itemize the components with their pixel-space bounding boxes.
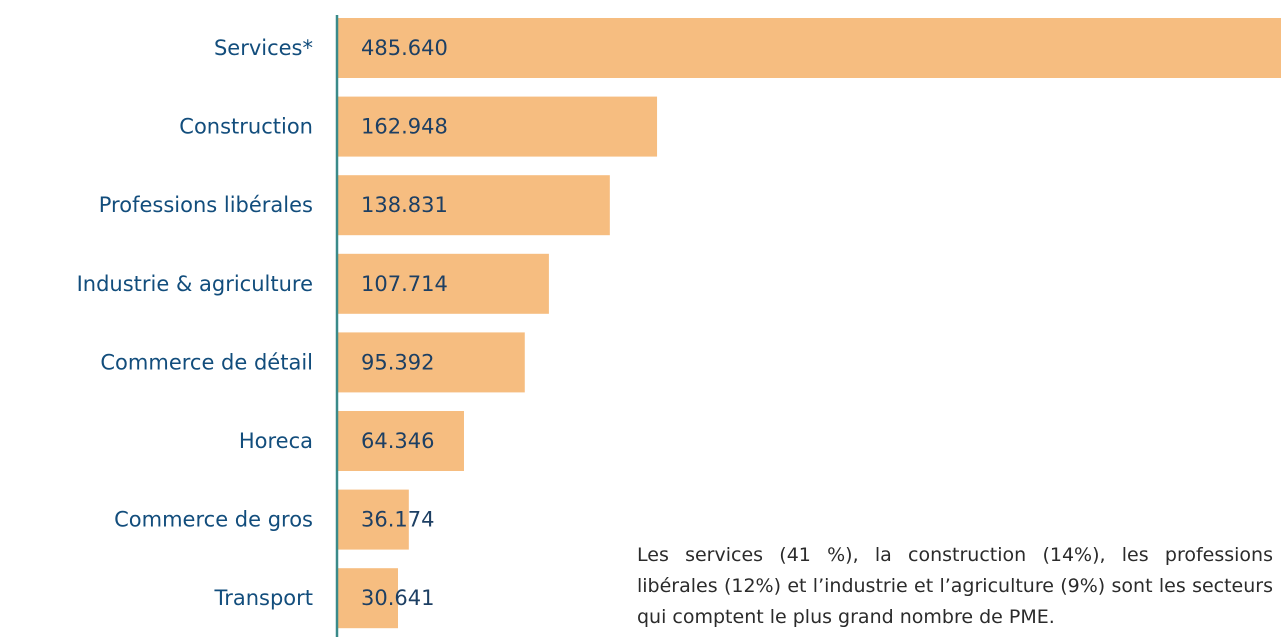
category-label: Horeca xyxy=(239,429,313,453)
bar xyxy=(338,253,549,314)
bar xyxy=(338,175,610,236)
bar xyxy=(338,18,1281,78)
category-label: Commerce de détail xyxy=(100,350,313,374)
bar xyxy=(338,489,409,550)
bar xyxy=(338,96,658,157)
category-label: Services* xyxy=(214,36,313,60)
value-label: 36.174 xyxy=(361,508,434,532)
value-label: 95.392 xyxy=(361,350,434,374)
category-label: Industrie & agriculture xyxy=(77,272,313,296)
category-label: Construction xyxy=(179,115,313,139)
bar xyxy=(338,332,525,393)
value-label: 64.346 xyxy=(361,429,434,453)
bar xyxy=(338,568,398,629)
category-label: Professions libérales xyxy=(99,193,313,217)
bar xyxy=(338,411,464,471)
annotation: Les services (41 %), la construction (14… xyxy=(637,544,1273,628)
category-label: Transport xyxy=(213,586,313,610)
value-label: 485.640 xyxy=(361,36,448,60)
value-label: 107.714 xyxy=(361,272,448,296)
category-label: Commerce de gros xyxy=(114,508,313,532)
value-label: 162.948 xyxy=(361,115,448,139)
value-label: 30.641 xyxy=(361,586,434,610)
value-label: 138.831 xyxy=(361,193,448,217)
